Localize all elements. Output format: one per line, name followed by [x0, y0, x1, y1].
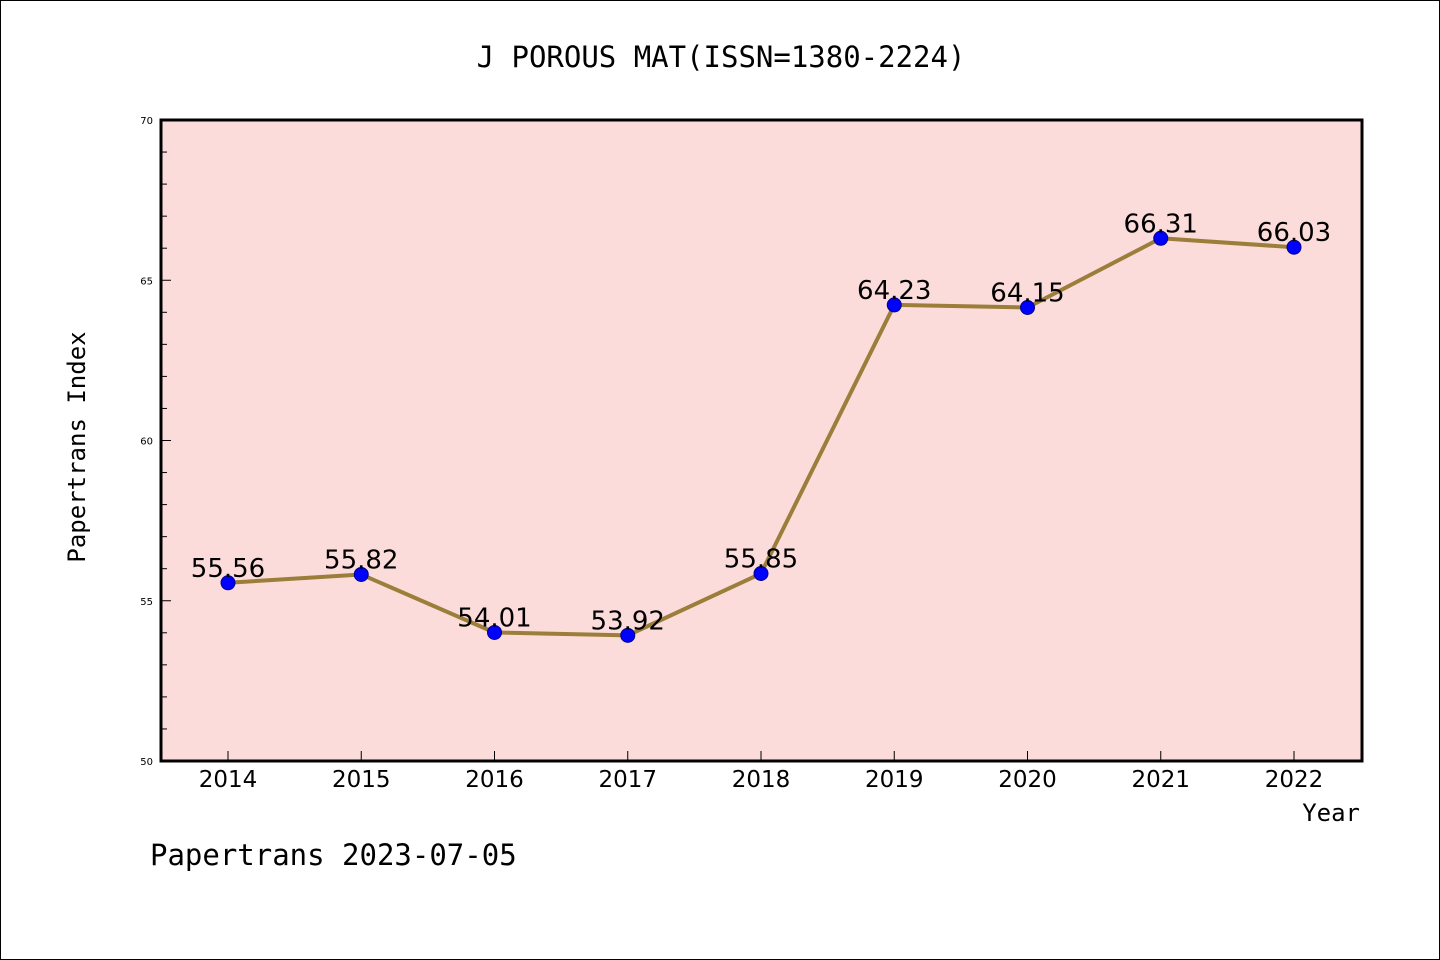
- data-point: [1286, 239, 1302, 255]
- footer-text: Papertrans 2023-07-05: [150, 838, 517, 872]
- x-tick-label: 2022: [1265, 767, 1324, 793]
- data-label: 55.85: [724, 545, 798, 575]
- x-tick-label: 2015: [332, 767, 391, 793]
- y-tick-label: 70: [140, 116, 153, 127]
- x-axis-title: Year: [1302, 799, 1360, 827]
- y-tick-label: 55: [140, 597, 153, 608]
- chart-title: J POROUS MAT(ISSN=1380-2224): [477, 40, 966, 74]
- x-tick-label: 2020: [998, 767, 1057, 793]
- y-axis-title: Papertrans Index: [63, 331, 91, 562]
- data-point: [620, 627, 636, 643]
- data-label: 64.15: [990, 278, 1064, 308]
- data-labels: 55.56 55.82 54.01 53.92 55.85 64.23 64.15 66.31…: [191, 209, 1331, 636]
- data-point: [220, 575, 236, 591]
- x-tick-label: 2021: [1131, 767, 1190, 793]
- data-point: [1020, 299, 1035, 315]
- x-axis-ticks: 2014 2015 2016 2017 2018 2019 2020 2021 2022: [199, 751, 1324, 793]
- data-label: 64.23: [857, 276, 931, 306]
- data-label: 55.56: [191, 554, 265, 584]
- data-label: 66.03: [1257, 218, 1331, 248]
- data-point: [753, 566, 769, 582]
- data-label: 54.01: [457, 603, 531, 633]
- data-point: [1153, 230, 1169, 246]
- x-tick-label: 2019: [865, 767, 924, 793]
- x-tick-label: 2014: [199, 767, 258, 793]
- data-markers: [220, 230, 1302, 643]
- data-point: [353, 566, 369, 582]
- plot-frame: [159, 118, 1364, 763]
- x-tick-label: 2016: [465, 767, 524, 793]
- data-label: 55.82: [324, 545, 398, 575]
- data-point: [886, 297, 902, 313]
- y-tick-label: 65: [140, 276, 153, 287]
- y-tick-label: 50: [140, 757, 153, 768]
- data-point: [487, 624, 502, 640]
- plot-area: [161, 120, 1362, 761]
- data-label: 66.31: [1124, 209, 1198, 239]
- data-label: 53.92: [591, 606, 665, 636]
- y-tick-label: 60: [140, 437, 153, 448]
- x-tick-label: 2017: [598, 767, 657, 793]
- x-tick-label: 2018: [732, 767, 791, 793]
